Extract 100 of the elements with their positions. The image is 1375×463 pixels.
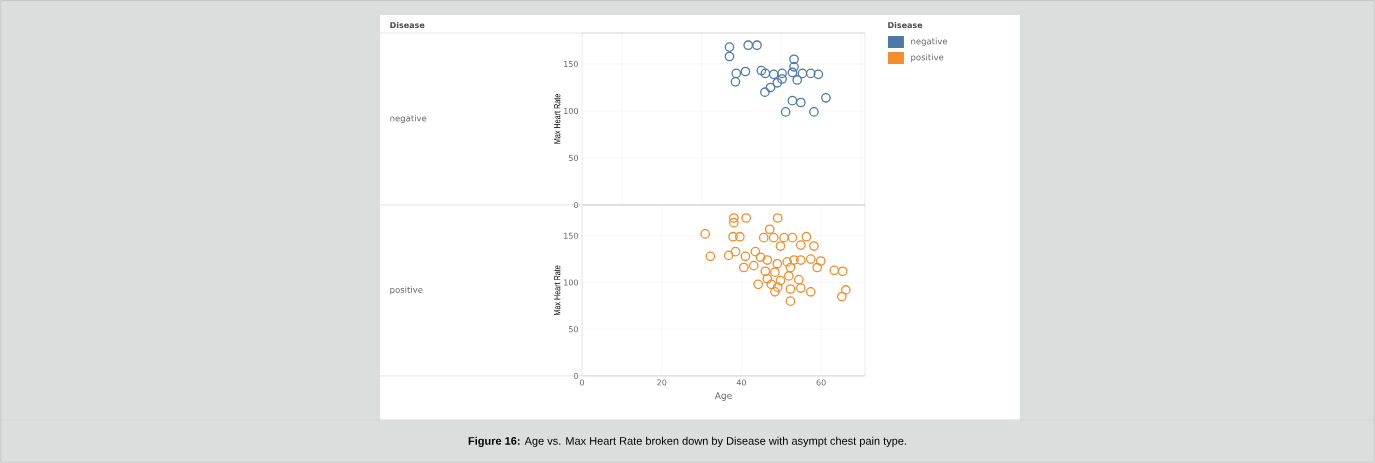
point [821,93,831,103]
point [700,229,711,239]
point [772,213,783,223]
point [785,284,796,294]
point [743,40,754,51]
y-tick-label: 50 [568,154,578,162]
point [762,273,773,284]
point [724,42,735,52]
point [793,274,804,285]
point [753,279,764,290]
point [775,275,786,286]
y-axis-title: Max Heart Rate [554,94,561,144]
point [772,259,783,269]
point [766,279,777,290]
x-tick-label: 20 [657,379,667,386]
point [723,250,734,261]
point [750,246,761,257]
point [805,287,816,297]
point [785,262,796,273]
point [837,291,847,302]
point [805,68,816,79]
point [768,232,779,243]
point [812,262,822,273]
point [762,255,773,265]
point [787,232,798,243]
point [777,68,787,79]
point [775,241,786,251]
point [784,271,794,281]
point [789,54,799,65]
point [760,87,770,98]
y-axis-title: Max Heart Rate [554,265,561,316]
point [756,65,767,76]
point [795,255,806,265]
point [829,265,840,276]
point [815,256,826,266]
point [770,267,780,278]
text: negative [390,114,427,124]
point [797,68,808,79]
legend-label: positive [911,53,944,63]
point [785,296,796,307]
point [805,254,816,265]
y-tick-label: 0 [573,372,578,379]
point [801,231,812,242]
point [770,287,780,297]
point [741,213,752,223]
point [740,66,751,77]
point [795,240,806,251]
legend-label: negative [911,37,948,47]
x-axis-title: Age [714,392,732,401]
point [787,95,798,106]
x-tick-label: 60 [816,379,826,386]
point [760,266,771,277]
point [795,283,806,293]
point [728,231,738,242]
point [734,231,745,242]
point [772,78,783,88]
y-tick-label: 50 [568,326,578,333]
point [731,68,742,79]
y-tick-label: 100 [564,108,578,115]
point [768,69,779,80]
point [738,262,749,273]
point [755,252,766,263]
x-tick-label: 0 [580,379,585,386]
point [782,257,793,267]
point [789,62,799,72]
point [809,241,819,251]
point [795,97,806,108]
point [779,232,789,243]
point [840,285,851,295]
point [787,67,798,78]
point [740,251,751,262]
point [780,107,791,117]
point [758,232,769,243]
point [789,255,799,265]
text: Figure 16: Age vs. Max Heart Rate broken down by Disease with asympt chest pain type. [468,436,906,448]
point [729,213,739,223]
point [752,40,762,51]
y-tick-label: 100 [564,279,578,286]
point [724,51,735,62]
point [730,246,741,257]
y-tick-label: 150 [564,232,578,239]
point [809,107,819,117]
point [729,217,739,228]
text: Disease [390,21,425,29]
point [760,68,771,79]
point [837,266,848,277]
y-tick-label: 150 [564,61,578,68]
x-tick-label: 40 [736,379,746,386]
point [772,282,783,293]
point [777,74,787,84]
y-tick-label: 0 [573,201,578,209]
point [792,75,803,85]
point [748,260,759,271]
point [764,224,775,235]
legend-title: Disease [888,21,923,29]
point [705,251,716,262]
text: positive [390,286,423,295]
point [765,82,776,93]
point [730,77,741,87]
point [813,69,824,80]
